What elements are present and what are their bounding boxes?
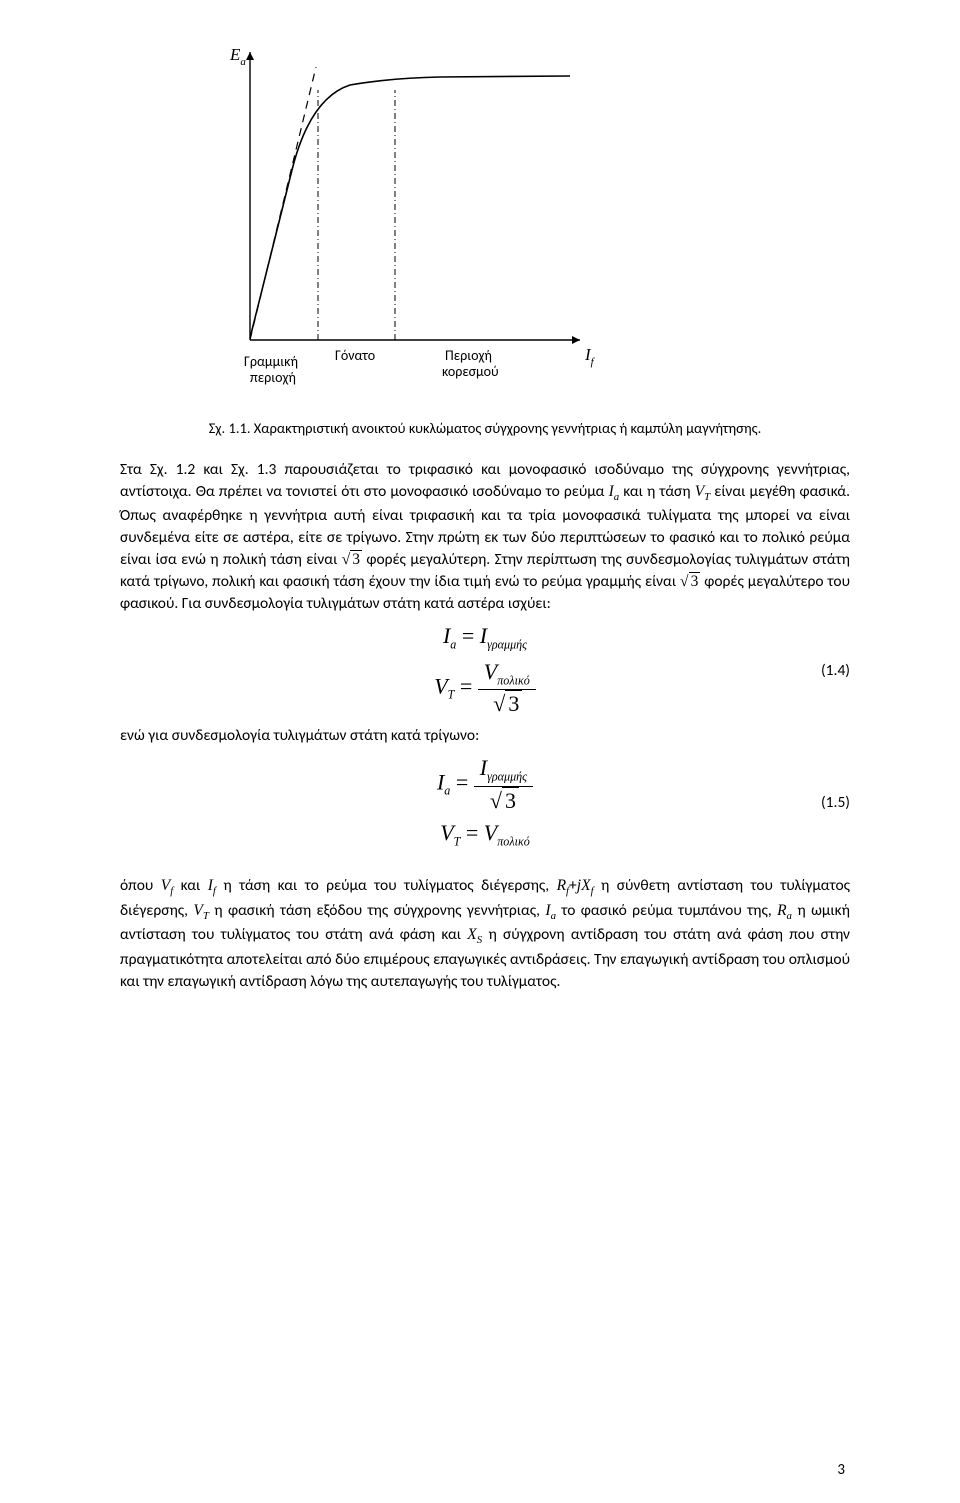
x-axis-label: If [584, 345, 596, 368]
eq14-line2: VT = Vπολικό √3 [434, 659, 536, 717]
spacer [120, 857, 850, 875]
saturation-region-label: Περιοχή κορεσμού [442, 347, 499, 380]
inline-sqrt3-1: √3 [342, 552, 362, 568]
paragraph-2: όπου Vf και If η τάση και το ρεύμα του τ… [120, 875, 850, 992]
eq14-line1: Ia = Iγραμμής [443, 623, 527, 652]
between-equations-text: ενώ για συνδεσμολογία τυλιγμάτων στάτη κ… [120, 725, 850, 747]
saturation-curve-figure: Ea If Γραμμική περιοχή Γόνατο Περιοχή κο… [180, 40, 850, 405]
inline-sqrt3-2: √3 [680, 574, 700, 590]
y-axis-label: Ea [229, 45, 246, 68]
equation-1-4: Ia = Iγραμμής VT = Vπολικό √3 (1.4) [120, 623, 850, 717]
page-number: 3 [837, 1461, 845, 1479]
eq15-number: (1.5) [821, 793, 850, 812]
magnetization-curve [250, 76, 570, 338]
y-axis-arrow [246, 52, 254, 60]
paragraph-1: Στα Σχ. 1.2 και Σχ. 1.3 παρουσιάζεται το… [120, 459, 850, 615]
para1-text-b: και η τάση [619, 482, 695, 501]
equation-1-5: Ia = Iγραμμής √3 VT = Vπολικό (1.5) [120, 755, 850, 849]
chart-svg: Ea If Γραμμική περιοχή Γόνατο Περιοχή κο… [180, 40, 620, 400]
page: Ea If Γραμμική περιοχή Γόνατο Περιοχή κο… [0, 0, 960, 1503]
x-axis-arrow [572, 336, 580, 344]
eq15-line1: Ia = Iγραμμής √3 [437, 755, 533, 813]
eq14-number: (1.4) [821, 661, 850, 680]
figure-caption: Σχ. 1.1. Χαρακτηριστική ανοικτού κυκλώμα… [120, 419, 850, 437]
eq15-line2: VT = Vπολικό [440, 820, 530, 849]
knee-label: Γόνατο [335, 347, 375, 364]
linear-region-label: Γραμμική περιοχή [244, 353, 301, 386]
